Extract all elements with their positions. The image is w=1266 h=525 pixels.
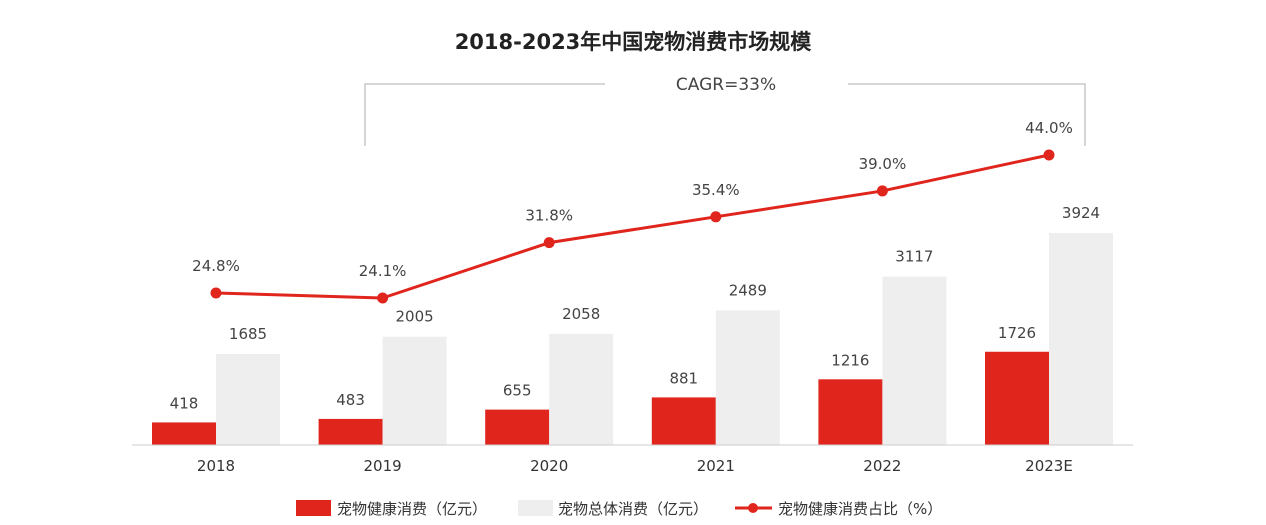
label-total-2021: 2489 bbox=[729, 282, 767, 300]
label-ratio-2020: 31.8% bbox=[525, 207, 573, 225]
label-health-2021: 881 bbox=[669, 369, 698, 387]
x-tick-2019: 2019 bbox=[364, 457, 402, 475]
label-total-2023E: 3924 bbox=[1062, 204, 1100, 222]
ratio-point-2020 bbox=[543, 237, 555, 249]
x-tick-2022: 2022 bbox=[863, 457, 901, 475]
ratio-series-line bbox=[215, 153, 1050, 300]
ratio-point-2018 bbox=[210, 287, 222, 299]
legend-swatch-health bbox=[296, 500, 331, 516]
bar-total-2020 bbox=[549, 333, 614, 445]
label-health-2019: 483 bbox=[336, 391, 365, 409]
bar-health-2022 bbox=[818, 379, 883, 445]
bar-health-2019 bbox=[318, 418, 383, 445]
bar-health-2021 bbox=[651, 397, 716, 445]
bar-health-2020 bbox=[485, 409, 550, 445]
ratio-point-2019 bbox=[377, 292, 389, 304]
legend-swatch-ratio-marker bbox=[748, 503, 758, 513]
label-health-2023E: 1726 bbox=[998, 324, 1036, 342]
legend-swatch-total bbox=[518, 500, 553, 516]
legend: 宠物健康消费（亿元） 宠物总体消费（亿元） 宠物健康消费占比（%） bbox=[296, 500, 942, 518]
label-ratio-2021: 35.4% bbox=[692, 181, 740, 199]
ratio-point-2022 bbox=[876, 185, 888, 197]
cagr-bracket bbox=[364, 83, 1086, 146]
legend-label-total: 宠物总体消费（亿元） bbox=[558, 500, 708, 518]
data-labels: 418 1685 483 2005 655 2058 881 2489 1216 3117 1726… bbox=[170, 119, 1100, 412]
label-total-2020: 2058 bbox=[562, 305, 600, 323]
bar-health-2018 bbox=[152, 422, 216, 445]
legend-label-ratio: 宠物健康消费占比（%） bbox=[778, 500, 942, 518]
x-tick-2020: 2020 bbox=[530, 457, 568, 475]
bar-total-2018 bbox=[216, 353, 280, 445]
bar-total-2019 bbox=[382, 336, 447, 445]
ratio-point-2021 bbox=[710, 211, 722, 223]
bar-total-2022 bbox=[882, 276, 947, 445]
x-tick-2018: 2018 bbox=[197, 457, 235, 475]
label-health-2022: 1216 bbox=[831, 351, 869, 369]
label-ratio-2023E: 44.0% bbox=[1025, 119, 1073, 137]
label-health-2018: 418 bbox=[170, 394, 199, 412]
label-total-2019: 2005 bbox=[396, 308, 434, 326]
x-axis-ticks: 2018 2019 2020 2021 2022 2023E bbox=[197, 457, 1073, 475]
label-ratio-2022: 39.0% bbox=[859, 155, 907, 173]
chart-title: 2018-2023年中国宠物消费市场规模 bbox=[455, 30, 813, 54]
bar-total-2021 bbox=[715, 310, 780, 445]
bars bbox=[152, 233, 1113, 445]
label-total-2018: 1685 bbox=[229, 325, 267, 343]
legend-label-health: 宠物健康消费（亿元） bbox=[337, 500, 487, 518]
label-health-2020: 655 bbox=[503, 382, 532, 400]
label-ratio-2019: 24.1% bbox=[359, 262, 407, 280]
x-tick-2023E: 2023E bbox=[1025, 457, 1073, 475]
ratio-line bbox=[210, 149, 1055, 304]
ratio-point-2023E bbox=[1043, 149, 1055, 161]
bar-total-2023E bbox=[1049, 233, 1113, 445]
bar-health-2023E bbox=[985, 351, 1049, 445]
label-ratio-2018: 24.8% bbox=[192, 257, 240, 275]
cagr-annotation: CAGR=33% bbox=[676, 75, 776, 95]
label-total-2022: 3117 bbox=[895, 248, 933, 266]
x-tick-2021: 2021 bbox=[697, 457, 735, 475]
